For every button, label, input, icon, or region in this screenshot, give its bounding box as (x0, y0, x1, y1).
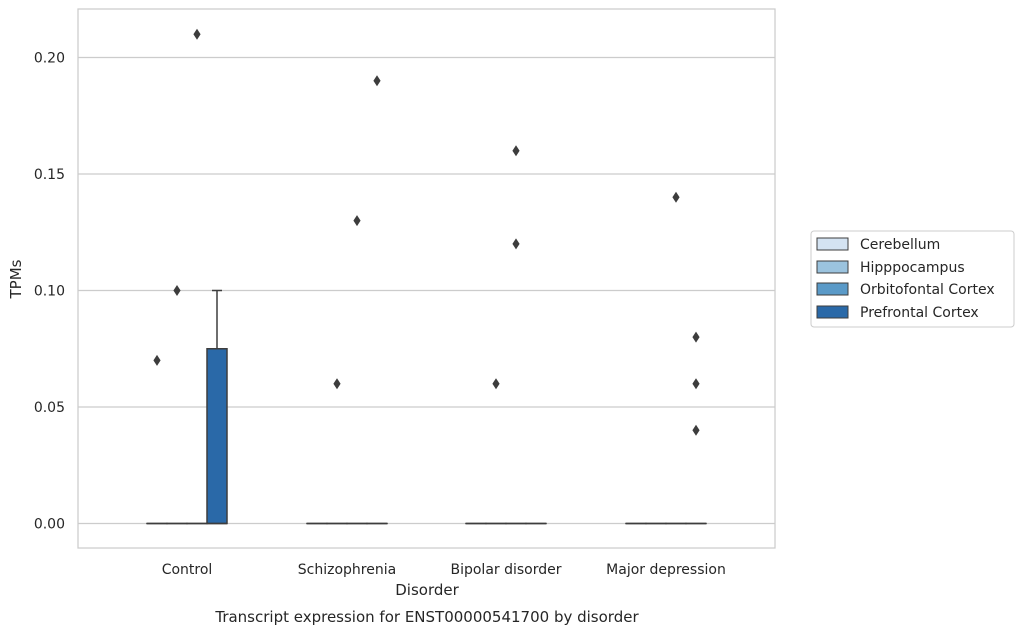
legend: Cerebellum Hipppocampus Orbitofontal Corte… (810, 230, 1015, 328)
x-tick-label: Control (162, 562, 213, 578)
y-tick-label: 0.10 (34, 284, 65, 300)
legend-label: Hipppocampus (860, 260, 965, 276)
y-tick-label: 0.05 (34, 400, 65, 416)
outlier-point (333, 378, 341, 390)
x-tick-label: Bipolar disorder (450, 562, 561, 578)
outlier-point (692, 424, 700, 436)
outlier-point (692, 331, 700, 343)
plot-frame (77, 8, 776, 549)
x-axis: Control Schizophrenia Bipolar disorder Majo… (162, 562, 726, 578)
chart-caption: Transcript expression for ENST0000054170… (214, 608, 639, 626)
legend-swatch (816, 260, 849, 274)
outlier-point (672, 191, 680, 203)
y-tick-label: 0.15 (34, 167, 65, 183)
legend-swatch (816, 305, 849, 319)
box (206, 348, 228, 525)
outlier-point (692, 378, 700, 390)
legend-swatch (816, 237, 849, 251)
x-axis-label: Disorder (395, 581, 459, 599)
legend-label: Prefrontal Cortex (860, 305, 979, 321)
outlier-point (153, 354, 161, 366)
y-tick-label: 0.20 (34, 51, 65, 67)
x-tick-label: Schizophrenia (298, 562, 396, 578)
legend-frame (810, 230, 1015, 328)
outliers-layer (153, 28, 700, 436)
y-tick-label: 0.00 (34, 517, 65, 533)
outlier-point (353, 215, 361, 227)
legend-label: Orbitofontal Cortex (860, 282, 995, 298)
outlier-point (193, 28, 201, 40)
outlier-point (512, 145, 520, 157)
outlier-point (173, 285, 181, 296)
outlier-point (492, 378, 500, 390)
y-axis: 0.00 0.05 0.10 0.15 0.20 (34, 51, 65, 533)
legend-swatch (816, 282, 849, 296)
boxes-layer (146, 289, 707, 525)
x-tick-label: Major depression (606, 562, 726, 578)
outlier-point (512, 238, 520, 250)
plot-area-background (78, 9, 775, 548)
outlier-point (373, 75, 381, 87)
y-axis-label: TPMs (7, 259, 25, 299)
legend-label: Cerebellum (860, 237, 940, 253)
